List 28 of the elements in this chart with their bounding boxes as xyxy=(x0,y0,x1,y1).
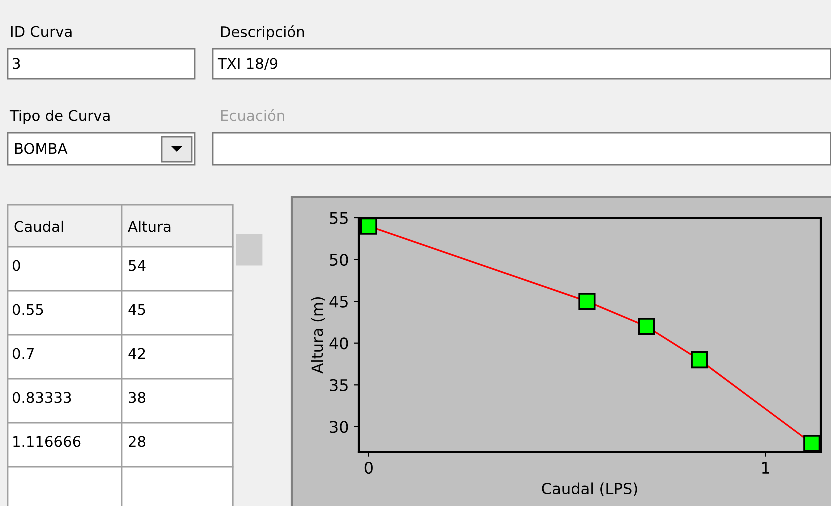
y-tick-label: 55 xyxy=(330,212,348,224)
text: ID Curva xyxy=(11,26,72,38)
y-tick-label: 35 xyxy=(330,379,348,392)
text: 3 xyxy=(13,58,20,70)
text: 0.55 xyxy=(12,304,44,316)
y-axis-title: Altura (m) xyxy=(311,297,326,374)
text: 1.116666 xyxy=(14,436,81,448)
text: 28 xyxy=(129,436,146,448)
y-tick-label: 50 xyxy=(330,254,348,266)
text: Descripción xyxy=(221,26,304,40)
x-axis-title: Caudal (LPS) xyxy=(542,482,638,496)
text: Caudal xyxy=(14,220,64,232)
text: Tipo de Curva xyxy=(10,110,110,124)
text: TXI 18/9 xyxy=(218,58,278,70)
text: 42 xyxy=(128,348,146,360)
text: 45 xyxy=(128,304,146,316)
text: 0 xyxy=(12,260,20,272)
text: Altura xyxy=(128,220,171,232)
y-tick-label: 45 xyxy=(330,296,348,308)
text: Ecuación xyxy=(221,109,284,122)
y-tick-label: 30 xyxy=(330,421,348,434)
y-tick-label: 40 xyxy=(330,338,348,350)
text: BOMBA xyxy=(15,143,68,154)
text: 54 xyxy=(129,260,146,272)
text: 0.83333 xyxy=(12,392,72,404)
text: 38 xyxy=(129,392,146,404)
text: 0.7 xyxy=(12,348,34,360)
x-tick-label: 1 xyxy=(762,462,770,474)
